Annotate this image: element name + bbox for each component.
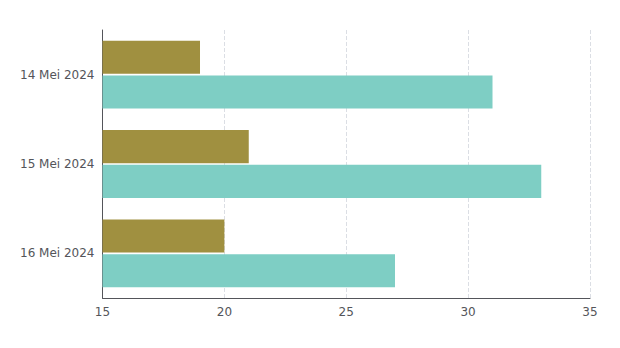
svg-text:35: 35 (582, 305, 597, 319)
svg-text:14 Mei 2024: 14 Mei 2024 (20, 68, 95, 82)
svg-text:16 Mei 2024: 16 Mei 2024 (20, 246, 95, 260)
svg-text:25: 25 (339, 305, 354, 319)
svg-text:30: 30 (460, 305, 475, 319)
svg-text:15 Mei 2024: 15 Mei 2024 (20, 157, 95, 171)
svg-text:15: 15 (95, 305, 110, 319)
svg-text:20: 20 (217, 305, 232, 319)
